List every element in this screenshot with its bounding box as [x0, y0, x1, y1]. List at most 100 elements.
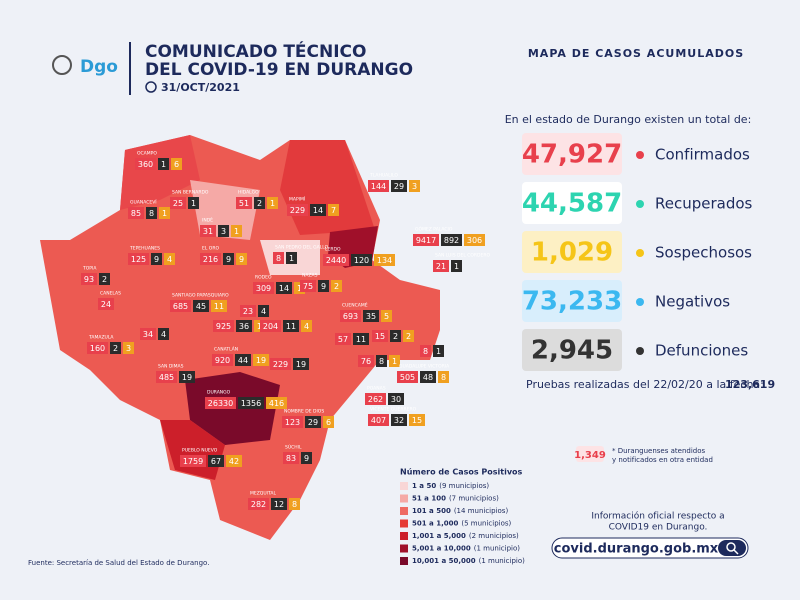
case-value: 48 [423, 373, 433, 382]
case-box [240, 305, 256, 317]
case-value: 1 [297, 284, 302, 293]
case-value: 125 [131, 255, 146, 264]
search-button[interactable] [718, 540, 746, 556]
tests-value: 123,619 [725, 378, 775, 391]
case-box [159, 207, 170, 219]
municipality-name: CANATLÁN [214, 346, 238, 353]
municipality-name: GÓMEZ PALACIO [415, 226, 453, 233]
case-box [358, 355, 374, 367]
case-box [391, 180, 407, 192]
municipality-name: VICENTE GUERRERO [370, 407, 417, 413]
case-box [305, 416, 321, 428]
case-box [267, 197, 278, 209]
case-value: 2 [257, 199, 262, 208]
case-value: 416 [269, 399, 284, 408]
municipality-name: TOPIA [82, 266, 97, 272]
case-value: 892 [444, 236, 459, 245]
case-box [81, 273, 97, 285]
case-box [282, 416, 303, 428]
case-value: 57 [338, 335, 348, 344]
case-value: 360 [138, 160, 153, 169]
case-box [98, 298, 114, 310]
summary-intro: En el estado de Durango existen un total… [505, 113, 752, 126]
case-box [179, 371, 195, 383]
legend-title: Número de Casos Positivos [400, 468, 523, 477]
case-box [323, 416, 334, 428]
case-value: 5 [384, 312, 389, 321]
case-value: 19 [296, 360, 306, 369]
case-value: 4 [304, 322, 309, 331]
case-box [420, 371, 436, 383]
case-box [464, 234, 485, 246]
case-box [376, 355, 387, 367]
case-value: 11 [286, 322, 296, 331]
case-value: 42 [229, 457, 239, 466]
case-box [200, 253, 221, 265]
case-box [294, 282, 305, 294]
case-box [87, 342, 108, 354]
case-value: 693 [343, 312, 358, 321]
region [120, 135, 200, 210]
search-icon [726, 542, 736, 552]
case-box [260, 320, 281, 332]
case-value: 120 [354, 256, 369, 265]
stat-icon [636, 151, 644, 159]
case-value: 2 [113, 344, 118, 353]
case-box [271, 498, 287, 510]
title: DEL COVID-19 EN DURANGO [145, 60, 413, 80]
case-value: 29 [308, 418, 318, 427]
case-value: 15 [412, 416, 422, 425]
case-box [170, 197, 186, 209]
case-box [390, 330, 401, 342]
municipality-name: SAN LUIS DEL CORDERO [435, 253, 490, 259]
case-box [200, 225, 216, 237]
url-pill[interactable] [551, 537, 749, 559]
case-value: 30 [391, 395, 401, 404]
case-box [238, 397, 264, 409]
stat-value: 73,233 [522, 287, 622, 317]
case-value: 24 [101, 300, 111, 309]
case-value: 9 [154, 255, 159, 264]
case-value: 309 [256, 284, 271, 293]
case-box [420, 345, 431, 357]
logo: Dgo [80, 57, 118, 77]
case-value: 2440 [326, 256, 346, 265]
stat-label: Defunciones [655, 342, 748, 360]
municipality-name: MAPIMÍ [289, 196, 306, 203]
legend-range: 51 a 100 [412, 495, 446, 503]
case-box [363, 310, 379, 322]
case-value: 1 [436, 347, 441, 356]
case-box [128, 207, 144, 219]
case-value: 920 [215, 356, 230, 365]
case-box [99, 273, 110, 285]
stat-value: 1,029 [531, 238, 613, 268]
municipality-name: DURANGO [207, 390, 231, 396]
clock-icon [145, 81, 157, 93]
case-box [170, 300, 191, 312]
case-value: 262 [368, 395, 383, 404]
case-box [158, 158, 169, 170]
case-value: 26330 [208, 399, 233, 408]
municipality-name: NOMBRE DE DIOS [284, 409, 324, 415]
case-box [351, 254, 372, 266]
case-box [368, 414, 389, 426]
stat-label: Sospechosos [655, 244, 752, 262]
legend-range: 5,001 a 10,000 [412, 545, 471, 553]
legend-swatch [400, 557, 408, 565]
case-value: 36 [239, 322, 249, 331]
case-value: 1 [191, 199, 196, 208]
stat-label: Confirmados [655, 146, 750, 164]
seal [52, 55, 72, 75]
case-value: 9417 [416, 236, 436, 245]
case-value: 32 [394, 416, 404, 425]
case-value: 8 [276, 254, 281, 263]
stat-label: Negativos [655, 293, 730, 311]
case-value: 1 [234, 227, 239, 236]
stat-label: Recuperados [655, 195, 753, 213]
case-value: 6 [326, 418, 331, 427]
case-value: 1 [392, 357, 397, 366]
legend-range: 1,001 a 5,000 [412, 532, 466, 540]
case-box [218, 225, 229, 237]
case-value: 1356 [241, 399, 261, 408]
url[interactable]: covid.durango.gob.mx [554, 542, 719, 557]
